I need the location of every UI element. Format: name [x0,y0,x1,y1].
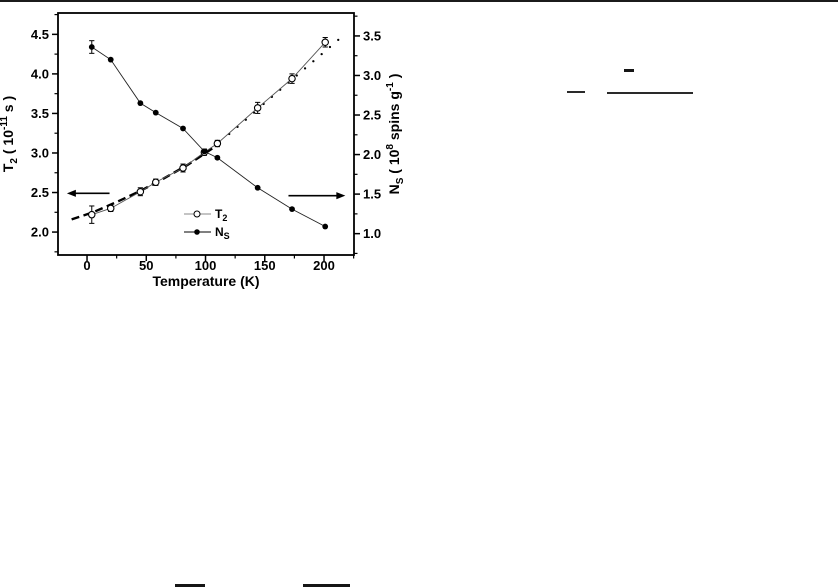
legend-label: T2 [215,207,227,223]
left-axis-title-part: -11 [0,116,10,130]
left-axis-title-part: s ) [0,96,16,116]
legend-label-part: S [224,231,230,241]
T2-data-point [179,164,187,172]
T2-data-point [253,104,262,112]
right-tick-label: 1.5 [363,187,381,202]
left-tick-label: 3.0 [31,145,49,160]
x-tick-label: 0 [83,258,90,273]
right-axis-title-part: ) [386,74,402,83]
x-axis-title: Temperature (K) [152,273,259,289]
t2-dotted-fit-point [320,52,323,56]
legend-label-part: N [215,225,224,239]
NS-data-point [180,125,186,132]
minus-sign-fragment [624,69,634,72]
legend-label: NS [215,225,230,241]
t2-dotted-fit-point [312,60,315,63]
right-axis-title-part: N [386,184,402,194]
T2-data-point [321,38,329,47]
t2-ns-vs-temperature-chart: 0 50 100 150 200 4.5 4.0 3.5 3.0 2.5 2.0 3.5 3.0 2.5 2… [0,12,406,289]
legend-label-part: 2 [222,213,227,223]
NS-data-point [107,56,114,63]
right-tick-label: 2.5 [363,108,381,123]
t2-dotted-fit-point [295,74,298,77]
left-tick-label: 2.0 [31,225,49,240]
x-tick-label: 200 [313,258,335,273]
right-axis-title-part: S [395,177,406,184]
T2-data-point [106,204,115,213]
t2-dotted-fit-point [328,45,332,49]
left-arrow-head [66,189,76,197]
T2-data-point [152,178,160,186]
right-arrow-head [336,192,346,200]
right-axis-title-part: -1 [385,82,396,91]
right-tick-label: 1.0 [363,226,381,241]
NS-data-point [289,206,295,213]
NS-data-point [137,100,144,107]
right-tick-label: 3.5 [363,28,381,43]
T2-data-point [288,74,296,83]
left-axis-title-part: T [0,163,16,172]
x-tick-label: 100 [195,258,217,273]
t2-dashed-fit-line [71,147,214,221]
T2-data-point [88,210,96,219]
right-axis-title-part: 8 [385,144,396,150]
t2-dotted-fit-point [337,38,340,42]
left-axis-title: T2 ( 10-11 s ) [0,96,20,172]
short-rule-fragment [567,91,585,93]
left-axis-title-part: ( 10 [0,130,16,158]
T2-data-point [213,139,222,148]
x-tick-label: 50 [139,258,153,273]
NS-series-line [91,46,326,227]
NS-data-point [214,154,221,161]
bottom-rule-fragment-1 [175,584,205,587]
left-tick-label: 4.5 [31,27,49,42]
right-axis-title-part: spins g [386,91,402,144]
left-tick-label: 2.5 [31,185,49,200]
NS-data-point [322,223,329,230]
T2-data-point [136,187,145,196]
page-top-border [0,0,838,2]
NS-data-point [254,184,261,191]
legend-marker-open-circle [193,210,201,218]
right-axis-title: NS ( 108 spins g-1 ) [385,74,406,195]
NS-data-point [201,148,208,155]
right-axis-title-part: ( 10 [386,149,402,177]
NS-data-point [88,44,95,50]
right-tick-label: 2.0 [363,147,381,162]
left-tick-label: 3.5 [31,106,49,121]
legend-marker-filled-circle [194,229,200,235]
long-rule-fragment [607,92,693,94]
legend-label-part: T [215,207,223,221]
T2-series-line [91,41,326,216]
left-axis-title-part: 2 [9,158,20,164]
x-tick-label: 150 [254,258,276,273]
bottom-rule-fragment-2 [303,584,350,587]
t2-dotted-fit-point [303,67,307,70]
left-tick-label: 4.0 [31,66,49,81]
chart-generated-layer: 0 50 100 150 200 4.5 4.0 3.5 3.0 2.5 2.0 3.5 3.0 2.5 2… [0,12,406,273]
NS-data-point [152,109,159,116]
right-tick-label: 3.0 [363,68,381,83]
